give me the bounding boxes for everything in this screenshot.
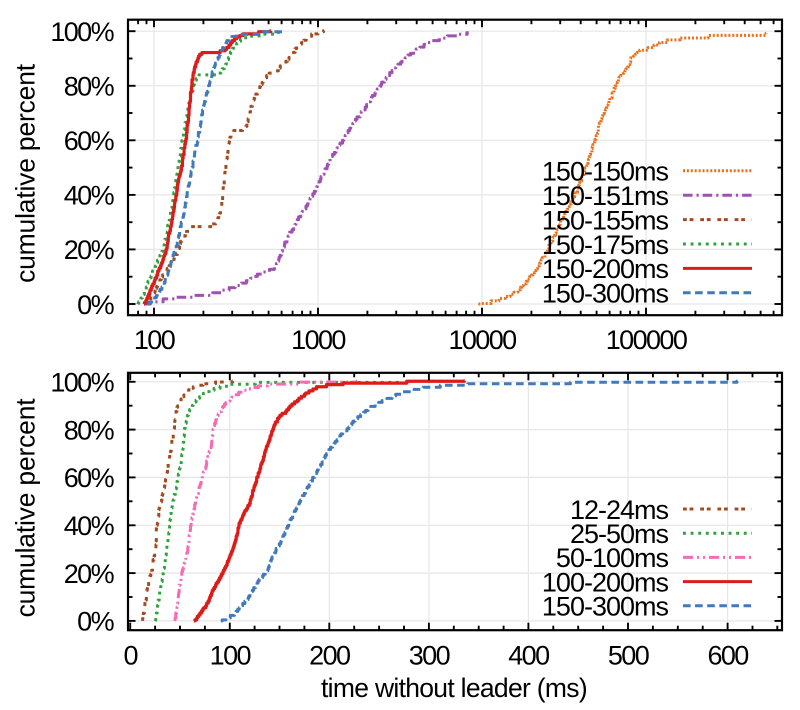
svg-text:time without leader (ms): time without leader (ms) [321, 673, 587, 703]
svg-text:cumulative percent: cumulative percent [11, 63, 41, 283]
svg-text:60%: 60% [64, 126, 115, 156]
svg-text:80%: 80% [64, 72, 115, 102]
svg-text:12-24ms: 12-24ms [570, 495, 669, 525]
svg-text:1000: 1000 [291, 325, 345, 355]
svg-text:150-150ms: 150-150ms [542, 157, 669, 187]
svg-text:0%: 0% [77, 290, 114, 320]
svg-text:25-50ms: 25-50ms [570, 519, 669, 549]
svg-text:50-100ms: 50-100ms [556, 543, 669, 573]
svg-text:150-200ms: 150-200ms [542, 254, 669, 284]
svg-text:200: 200 [309, 640, 350, 670]
svg-text:150-175ms: 150-175ms [542, 230, 669, 260]
svg-text:100%: 100% [50, 368, 114, 398]
svg-text:100000: 100000 [606, 325, 687, 355]
svg-text:40%: 40% [64, 181, 115, 211]
svg-text:400: 400 [508, 640, 549, 670]
svg-text:150-151ms: 150-151ms [542, 181, 669, 211]
svg-text:100%: 100% [50, 17, 114, 47]
svg-text:0%: 0% [77, 607, 114, 637]
svg-text:500: 500 [608, 640, 649, 670]
svg-text:100-200ms: 100-200ms [542, 567, 669, 597]
svg-text:100: 100 [134, 325, 175, 355]
svg-text:0: 0 [123, 640, 137, 670]
svg-text:60%: 60% [64, 463, 115, 493]
svg-text:cumulative percent: cumulative percent [11, 398, 41, 618]
svg-text:80%: 80% [64, 415, 115, 445]
svg-text:20%: 20% [64, 559, 115, 589]
svg-text:100: 100 [210, 640, 251, 670]
svg-text:600: 600 [707, 640, 748, 670]
svg-text:300: 300 [409, 640, 450, 670]
svg-text:20%: 20% [64, 235, 115, 265]
svg-text:40%: 40% [64, 511, 115, 541]
svg-text:150-300ms: 150-300ms [542, 279, 669, 309]
svg-text:10000: 10000 [448, 325, 516, 355]
svg-text:150-300ms: 150-300ms [542, 592, 669, 622]
svg-text:150-155ms: 150-155ms [542, 205, 669, 235]
